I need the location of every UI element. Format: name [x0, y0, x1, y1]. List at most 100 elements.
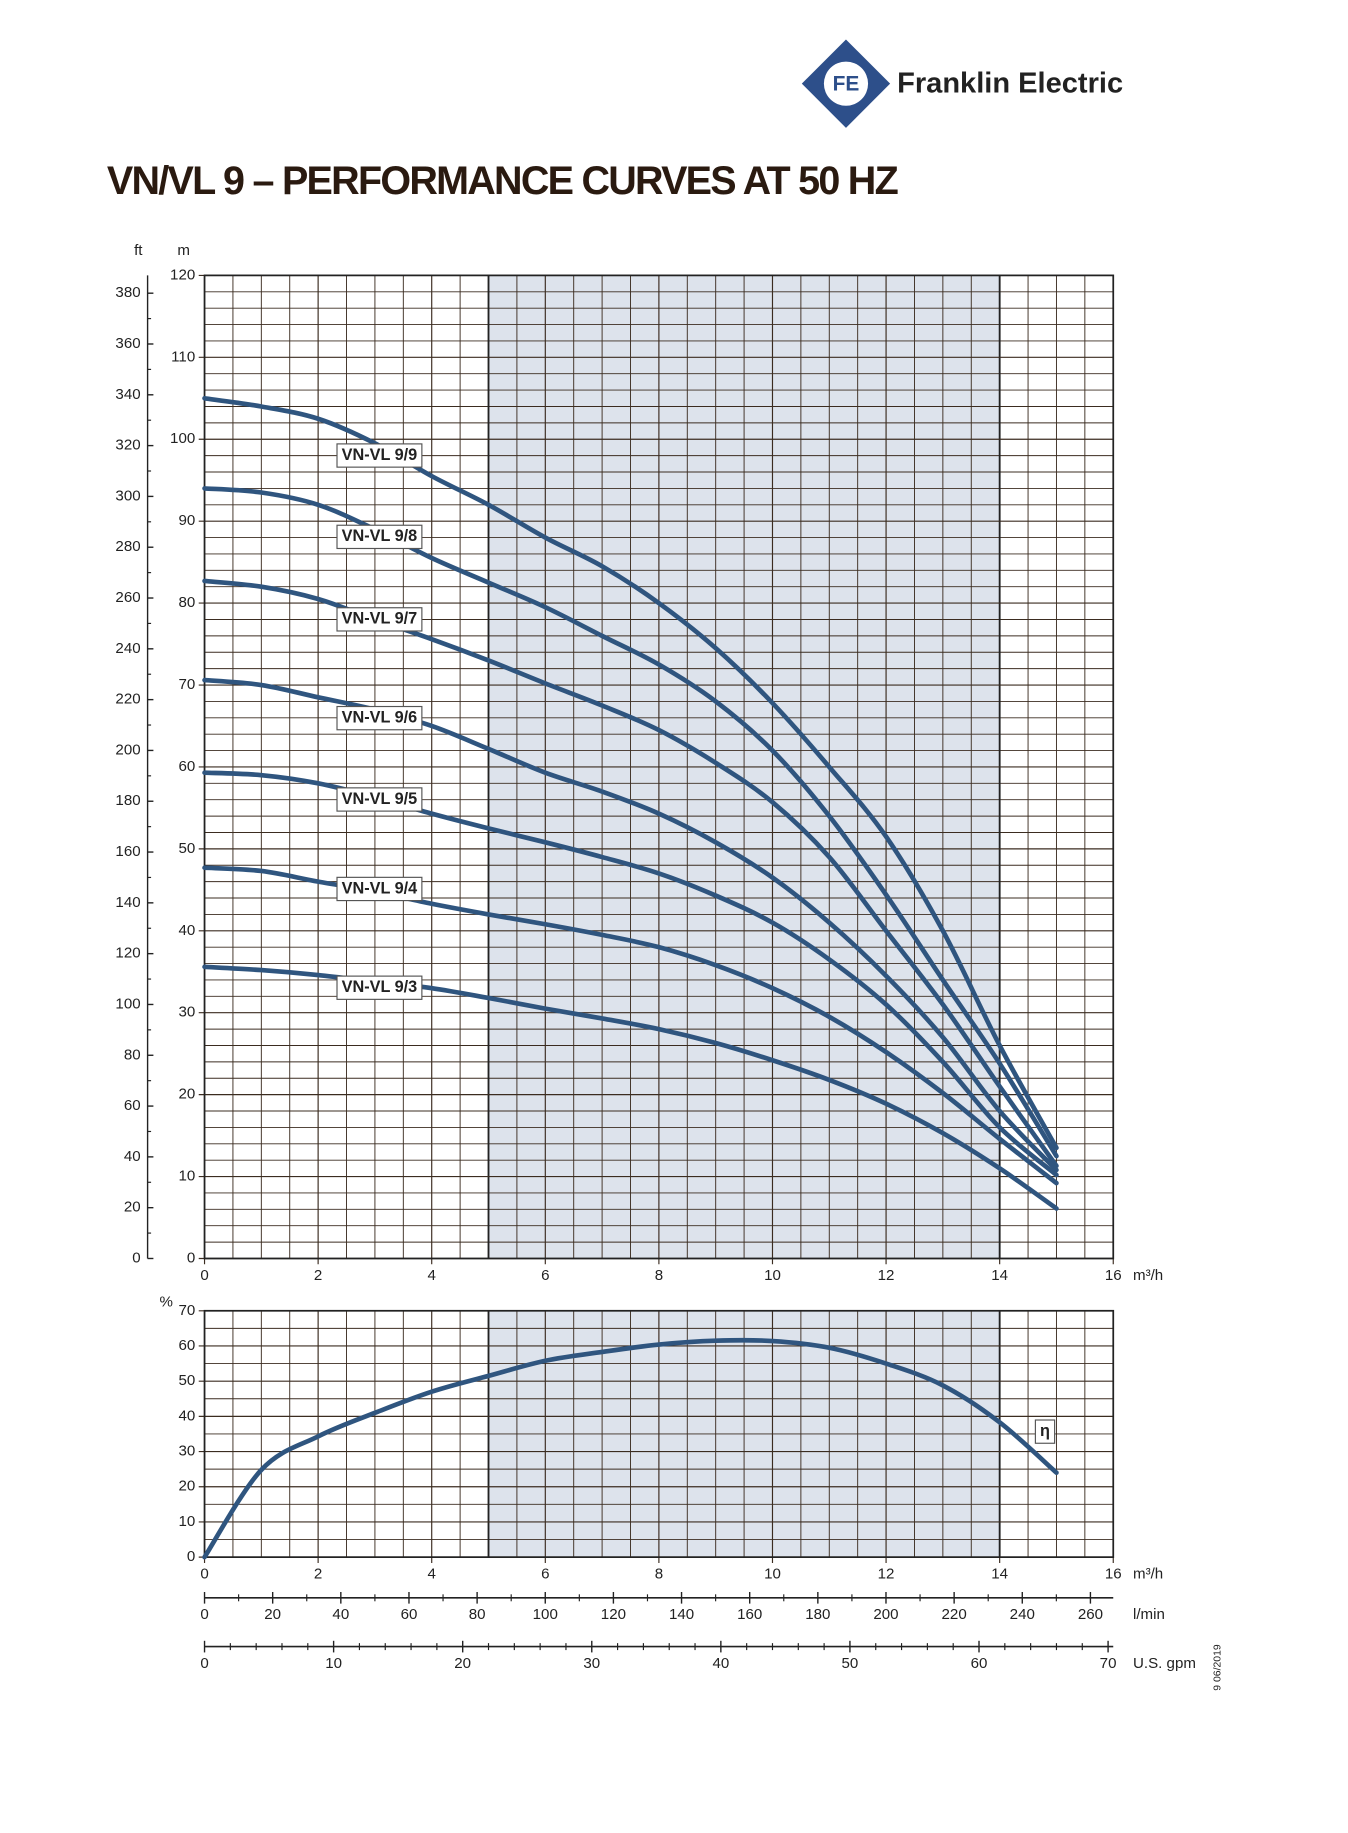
plot-frame [203, 274, 1115, 1260]
curve-label-text: VN-VL 9/4 [342, 879, 418, 897]
y-tick-label: 50 [178, 1372, 195, 1389]
y2-tick-label: 100 [115, 995, 140, 1012]
x-tick-label: 6 [541, 1566, 549, 1583]
secondary-tick-label: 40 [712, 1655, 729, 1672]
x-tick-label: 10 [764, 1566, 781, 1583]
secondary-axis-label: U.S. gpm [1133, 1655, 1196, 1672]
secondary-tick-label: 50 [842, 1655, 859, 1672]
x-tick-label: 8 [655, 1566, 663, 1583]
x-tick-label: 2 [314, 1267, 322, 1284]
plot-frame [203, 1309, 1115, 1559]
secondary-tick-label: 180 [805, 1606, 830, 1623]
secondary-tick-label: 160 [737, 1606, 762, 1623]
curve-label: VN-VL 9/9 [336, 443, 423, 468]
curve-label: η [1034, 1419, 1056, 1444]
y-tick-label: 30 [178, 1004, 195, 1021]
y-axis-label: m [177, 242, 190, 259]
y2-tick-label: 220 [115, 691, 140, 708]
curve-label: VN-VL 9/4 [336, 876, 423, 902]
page-title: VN/VL 9 – PERFORMANCE CURVES AT 50 HZ [107, 159, 898, 203]
secondary-tick-label: 200 [873, 1606, 898, 1623]
y-tick-label: 0 [187, 1548, 195, 1565]
secondary-tick-label: 30 [583, 1655, 600, 1672]
curve-label: VN-VL 9/7 [336, 607, 423, 632]
curve-label-text: VN-VL 9/6 [342, 708, 418, 726]
x-tick-label: 14 [991, 1267, 1008, 1284]
x-tick-label: 12 [878, 1566, 895, 1583]
secondary-axis-label: l/min [1133, 1606, 1165, 1623]
curve [202, 395, 1059, 1151]
x-tick-label: 14 [991, 1566, 1008, 1583]
curve-label-text: VN-VL 9/9 [342, 446, 418, 464]
x-tick-label: 16 [1105, 1267, 1122, 1284]
y2-tick-label: 320 [115, 437, 140, 454]
secondary-tick-label: 240 [1010, 1606, 1035, 1623]
y2-tick-label: 160 [115, 843, 140, 860]
secondary-tick-label: 10 [325, 1655, 342, 1672]
y-axis-label: % [159, 1294, 172, 1311]
x-tick-label: 12 [878, 1267, 895, 1284]
curve [202, 677, 1059, 1173]
y-tick-label: 30 [178, 1443, 195, 1460]
curve-label: VN-VL 9/6 [336, 705, 423, 731]
y-tick-label: 20 [178, 1478, 195, 1495]
curve-label-box [336, 787, 423, 812]
y2-tick-label: 340 [115, 386, 140, 403]
x-tick-label: 6 [541, 1267, 549, 1284]
y-tick-label: 10 [178, 1513, 195, 1530]
logo-text: Franklin Electric [897, 68, 1123, 100]
secondary-tick-label: 0 [200, 1655, 208, 1672]
secondary-tick-label: 70 [1100, 1655, 1117, 1672]
curve-label-box [336, 705, 423, 731]
y2-tick-label: 60 [124, 1097, 141, 1114]
curve-label-text: VN-VL 9/7 [342, 610, 418, 628]
y-tick-label: 110 [171, 348, 195, 365]
logo-mark: FE [833, 72, 860, 95]
secondary-tick-label: 20 [454, 1655, 471, 1672]
curve-label: VN-VL 9/3 [336, 975, 423, 1000]
curve-label-box [336, 524, 423, 550]
x-tick-label: 16 [1105, 1566, 1122, 1583]
secondary-tick-label: 40 [332, 1606, 349, 1623]
secondary-tick-label: 140 [669, 1606, 694, 1623]
curve-label-text: VN-VL 9/5 [342, 790, 418, 808]
curve [202, 1337, 1059, 1560]
y-tick-label: 10 [178, 1168, 195, 1185]
curve-label-box [336, 975, 423, 1000]
curve-label-box [336, 607, 423, 632]
y2-tick-label: 280 [115, 538, 140, 555]
x-tick-label: 4 [428, 1267, 436, 1284]
y-tick-label: 40 [178, 922, 195, 939]
secondary-tick-label: 80 [469, 1606, 486, 1623]
logo: FE Franklin Electric [801, 39, 1123, 128]
curve-label-text: VN-VL 9/3 [342, 978, 418, 996]
y2-tick-label: 180 [115, 792, 140, 809]
x-tick-label: 2 [314, 1566, 322, 1583]
curve-label: VN-VL 9/5 [336, 787, 423, 812]
secondary-tick-label: 20 [264, 1606, 281, 1623]
secondary-tick-label: 60 [401, 1606, 418, 1623]
y-tick-label: 50 [178, 840, 195, 857]
y2-tick-label: 120 [115, 945, 140, 962]
y2-tick-label: 40 [124, 1148, 141, 1165]
y-tick-label: 0 [187, 1249, 195, 1266]
x-tick-label: 4 [428, 1566, 436, 1583]
y2-tick-label: 260 [115, 589, 140, 606]
secondary-tick-label: 220 [942, 1606, 967, 1623]
y2-tick-label: 200 [115, 741, 140, 758]
x-axis-label: m³/h [1133, 1267, 1163, 1284]
curve-label-box [1034, 1419, 1056, 1444]
y-tick-label: 80 [178, 594, 195, 611]
logo-circle [823, 61, 869, 106]
x-tick-label: 10 [764, 1267, 781, 1284]
secondary-tick-label: 120 [601, 1606, 626, 1623]
secondary-tick-label: 100 [533, 1606, 558, 1623]
y-tick-label: 100 [170, 430, 195, 447]
y-tick-label: 90 [178, 512, 195, 529]
x-tick-label: 8 [655, 1267, 663, 1284]
secondary-tick-label: 0 [200, 1606, 208, 1623]
y-tick-label: 120 [170, 266, 195, 283]
y-tick-label: 20 [178, 1086, 195, 1103]
x-axis-label: m³/h [1133, 1566, 1163, 1583]
